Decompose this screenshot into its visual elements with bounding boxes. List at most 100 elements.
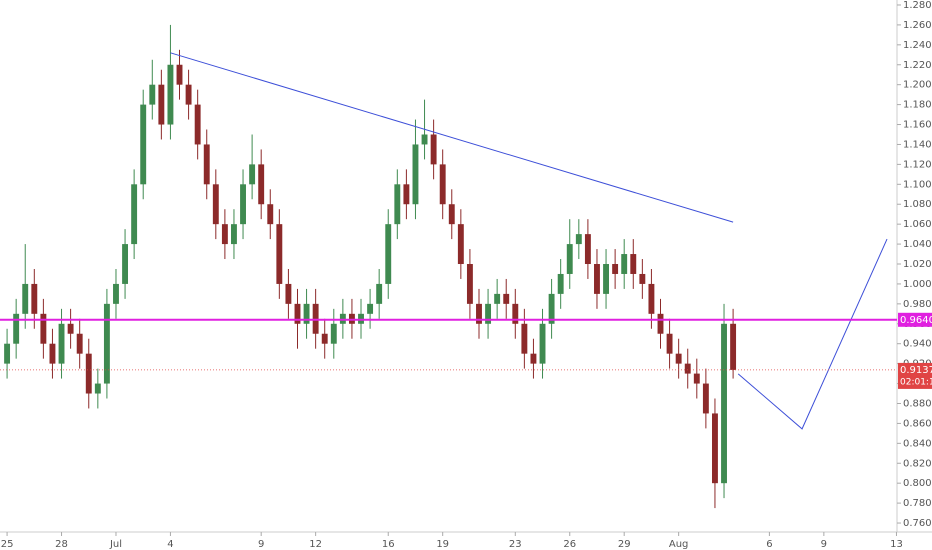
drawing-line bbox=[737, 238, 888, 430]
candle-body bbox=[303, 303, 310, 324]
candle-body bbox=[40, 313, 47, 344]
y-tick-label: 1.1000 bbox=[903, 179, 932, 190]
candle-body bbox=[221, 224, 228, 245]
candle-body bbox=[712, 413, 718, 484]
x-tick-label: 9 bbox=[258, 539, 264, 550]
candle-body bbox=[85, 353, 92, 394]
y-tick-label: 1.2200 bbox=[903, 60, 932, 71]
x-tick-label: 26 bbox=[563, 539, 576, 550]
candle-body bbox=[448, 204, 455, 225]
candle-body bbox=[294, 303, 301, 324]
candle-body bbox=[439, 164, 446, 205]
candle-body bbox=[285, 283, 292, 304]
last-price-box bbox=[898, 362, 932, 389]
last-price-label: 0.9137 bbox=[900, 365, 932, 376]
y-tick-label: 1.2600 bbox=[903, 20, 932, 31]
candle-body bbox=[603, 264, 609, 294]
x-tick-label: 6 bbox=[766, 539, 772, 550]
candle-body bbox=[140, 104, 147, 185]
candle-body bbox=[612, 264, 619, 274]
y-tick-label: 1.1600 bbox=[903, 120, 932, 131]
candle-body bbox=[149, 84, 156, 105]
candle-body bbox=[539, 323, 546, 364]
y-tick-label: 1.2800 bbox=[903, 0, 932, 11]
x-tick-label: 12 bbox=[309, 539, 322, 550]
candle-body bbox=[512, 303, 519, 324]
candle-body bbox=[557, 273, 564, 294]
x-tick-label: 29 bbox=[618, 539, 631, 550]
candle-body bbox=[530, 353, 537, 364]
candle-body bbox=[176, 64, 183, 85]
candle-body bbox=[22, 283, 29, 314]
countdown-label: 02:01:17 bbox=[900, 377, 932, 387]
y-tick-label: 1.0000 bbox=[903, 279, 932, 290]
candle-body bbox=[258, 164, 265, 205]
x-tick-label: 19 bbox=[436, 539, 449, 550]
candle-body bbox=[49, 343, 56, 364]
candle-body bbox=[4, 343, 11, 364]
candle-body bbox=[212, 184, 219, 225]
candle-body bbox=[566, 244, 573, 274]
y-tick-label: 1.1800 bbox=[903, 100, 932, 111]
candle-body bbox=[457, 224, 464, 265]
candle-body bbox=[548, 293, 555, 324]
candle-body bbox=[575, 234, 582, 245]
candle-body bbox=[693, 373, 700, 384]
x-tick-label: Jul bbox=[109, 539, 122, 550]
hline-label-box bbox=[898, 312, 932, 327]
candle-body bbox=[657, 313, 664, 334]
candle-body bbox=[466, 264, 473, 304]
candle-body bbox=[394, 184, 401, 225]
candle-body bbox=[58, 323, 65, 364]
y-tick-label: 1.0800 bbox=[903, 199, 932, 210]
candle-body bbox=[485, 303, 492, 324]
y-tick-label: 1.2400 bbox=[903, 40, 932, 51]
candle-body bbox=[730, 323, 737, 370]
candle-body bbox=[503, 293, 510, 304]
candle-body bbox=[321, 333, 328, 344]
candle-body bbox=[675, 353, 682, 364]
candle-body bbox=[249, 164, 256, 185]
candle-body bbox=[666, 333, 673, 354]
candle-body bbox=[584, 234, 591, 265]
drawing-line bbox=[170, 52, 734, 223]
candle-body bbox=[421, 134, 428, 145]
candle-body bbox=[594, 264, 600, 294]
candle-body bbox=[430, 134, 437, 165]
y-tick-label: 1.2000 bbox=[903, 80, 932, 91]
candle-body bbox=[113, 283, 119, 304]
y-tick-label: 0.9800 bbox=[903, 299, 932, 310]
candle-body bbox=[330, 323, 337, 344]
candle-body bbox=[276, 224, 283, 284]
candle-body bbox=[131, 184, 138, 245]
candle-body bbox=[630, 254, 637, 274]
candle-body bbox=[13, 313, 20, 344]
candle-body bbox=[76, 333, 83, 354]
candle-body bbox=[122, 244, 129, 284]
x-tick-label: 28 bbox=[55, 539, 68, 550]
candle-body bbox=[103, 303, 110, 384]
candle-body bbox=[267, 204, 274, 225]
x-tick-label: 25 bbox=[1, 539, 14, 550]
y-tick-label: 1.1200 bbox=[903, 159, 932, 170]
candle-body bbox=[67, 323, 74, 334]
x-tick-label: 4 bbox=[167, 539, 173, 550]
candle-body bbox=[194, 104, 201, 145]
y-tick-label: 1.0400 bbox=[903, 239, 932, 250]
candle-body bbox=[476, 303, 482, 324]
candle-body bbox=[167, 64, 174, 125]
x-tick-label: 9 bbox=[821, 539, 827, 550]
candle-body bbox=[621, 254, 628, 274]
candle-body bbox=[403, 184, 410, 205]
candle-body bbox=[521, 323, 528, 354]
y-tick-label: 1.1400 bbox=[903, 139, 932, 150]
x-tick-label: Aug bbox=[669, 539, 689, 550]
candle-body bbox=[231, 224, 237, 245]
